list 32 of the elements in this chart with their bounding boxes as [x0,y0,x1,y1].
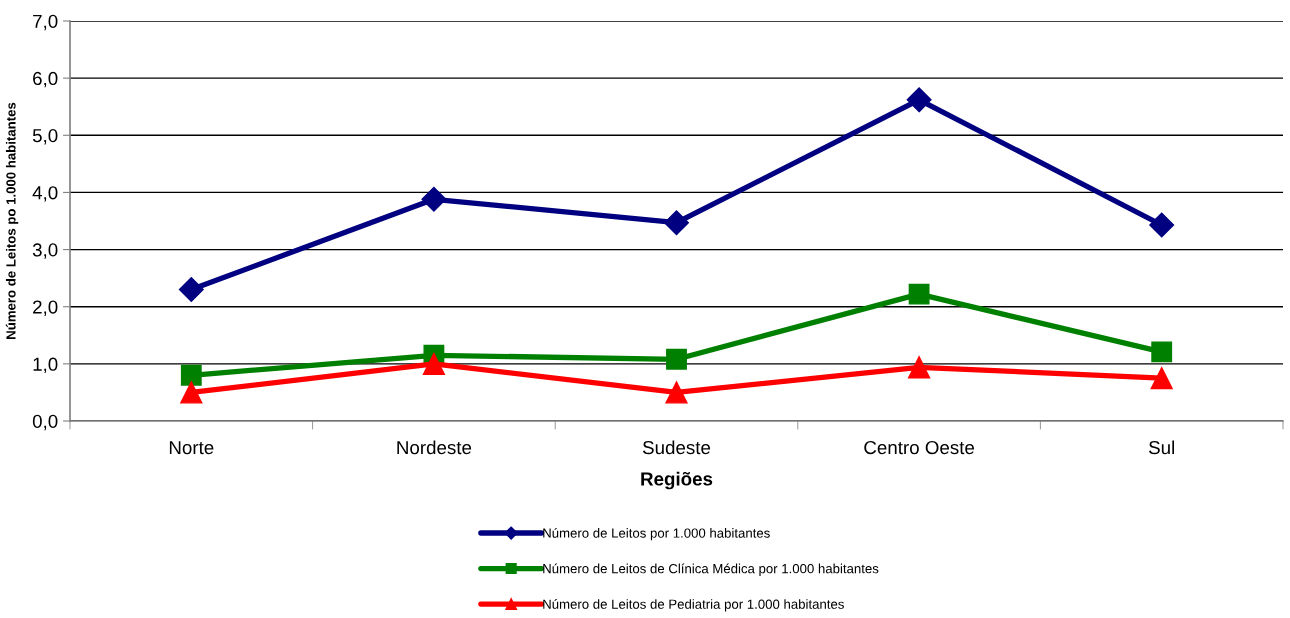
y-tick-label: 2,0 [33,300,58,316]
point [1149,212,1175,238]
point [421,186,447,212]
point [422,352,446,375]
point [664,210,689,236]
point [906,87,932,113]
x-tick-label: Centro Oeste [864,440,975,455]
x-axis-title: Regiões [641,471,713,490]
y-tick-label: 5,0 [32,128,58,145]
y-tick-label: 0,0 [32,414,58,431]
point [665,381,688,404]
y-tick-label: 3,0 [32,243,58,259]
legend-label: Número de Leitos de Clínica Médica por 1.000 habitantes [543,563,879,576]
y-tick-label: 1,0 [33,357,58,374]
point [908,283,930,305]
point [180,364,202,386]
point [180,381,203,404]
point [1150,367,1173,390]
point [666,348,687,370]
x-tick-label: Sudeste [642,440,711,455]
legend-label: Número de Leitos por 1.000 habitantes [543,527,770,541]
x-tick-label: Nordeste [397,440,472,455]
legend-label: Número de Leitos de Pediatria por 1.000 habitantes [543,598,844,612]
x-tick-label: Sul [1149,440,1174,455]
point [1151,341,1173,363]
point [178,277,204,303]
y-axis-title: Número de Leitos po 1.000 habitantes [5,102,19,339]
y-tick-label: 4,0 [32,186,58,202]
x-tick-label: Norte [169,441,214,455]
y-tick-label: 7,0 [33,14,58,31]
y-tick-label: 6,0 [33,71,58,88]
point [907,356,931,379]
